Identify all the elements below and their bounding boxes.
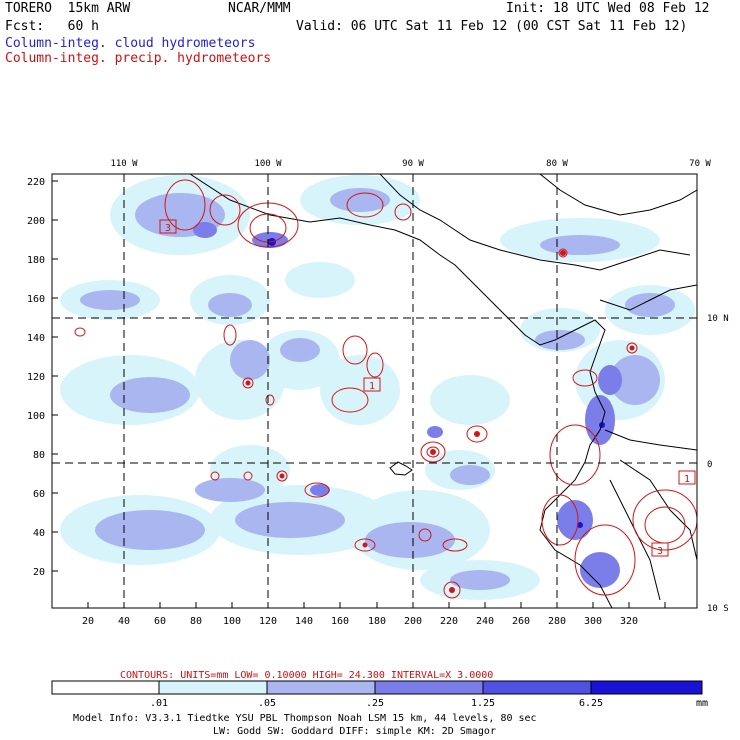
y-tick-label: 160 xyxy=(27,294,45,305)
x-tick-label: 20 xyxy=(82,616,94,627)
x-tick-label: 260 xyxy=(512,616,530,627)
field-precip-label: Column-integ. precip. hydrometeors xyxy=(5,51,272,66)
lon-label: 70 W xyxy=(689,159,711,169)
hydrometeor-field xyxy=(60,175,695,600)
latitude-labels: 10 N 0 10 S xyxy=(707,314,729,614)
physics-info: LW: Godd SW: Goddard DIFF: simple KM: 2D… xyxy=(213,726,496,737)
colorbar-unit: mm xyxy=(696,698,708,709)
colorbar-label: .25 xyxy=(366,698,384,709)
colorbar-bin xyxy=(374,680,484,695)
model-info: Model Info: V3.3.1 Tiedtke YSU PBL Thomp… xyxy=(73,713,537,724)
center-name: NCAR/MMM xyxy=(228,1,291,16)
lon-label: 100 W xyxy=(254,159,282,169)
precip-contours xyxy=(74,179,697,599)
nest-label: 3 xyxy=(657,546,663,557)
colorbar-bin xyxy=(266,680,376,695)
y-tick-label: 140 xyxy=(27,333,45,344)
x-tick-label: 200 xyxy=(404,616,422,627)
y-tick-label: 180 xyxy=(27,255,45,266)
graticule xyxy=(52,174,697,608)
nest-label: 1 xyxy=(369,381,375,392)
coastlines xyxy=(189,174,697,608)
nest-label: 3 xyxy=(165,223,171,234)
y-tick-labels: 20 40 60 80 100 120 140 160 180 200 220 xyxy=(27,177,45,578)
lat-label: 10 N xyxy=(707,314,729,324)
x-tick-labels: 20 40 60 80 100 120 140 160 180 200 220 … xyxy=(82,616,638,627)
x-tick-label: 80 xyxy=(190,616,202,627)
lat-label: 0 xyxy=(707,460,712,470)
lon-label: 90 W xyxy=(402,159,424,169)
colorbar xyxy=(51,680,703,695)
lon-label: 110 W xyxy=(110,159,138,169)
lon-label: 80 W xyxy=(546,159,568,169)
x-tick-label: 240 xyxy=(476,616,494,627)
contour-info: CONTOURS: UNITS=mm LOW= 0.10000 HIGH= 24… xyxy=(120,670,493,681)
init-time: Init: 18 UTC Wed 08 Feb 12 xyxy=(506,1,710,16)
x-tick-label: 120 xyxy=(259,616,277,627)
colorbar-label: 6.25 xyxy=(579,698,603,709)
longitude-labels: 110 W 100 W 90 W 80 W 70 W xyxy=(110,159,711,169)
field-cloud-label: Column-integ. cloud hydrometeors xyxy=(5,36,256,51)
lat-label: 10 S xyxy=(707,604,729,614)
x-tick-label: 160 xyxy=(331,616,349,627)
y-tick-label: 20 xyxy=(33,567,45,578)
colorbar-labels: .01 .05 .25 1.25 6.25 mm xyxy=(150,698,708,709)
x-tick-label: 40 xyxy=(118,616,130,627)
colorbar-bin xyxy=(482,680,592,695)
y-tick-label: 120 xyxy=(27,372,45,383)
model-name: TORERO 15km ARW xyxy=(5,1,131,16)
x-tick-label: 220 xyxy=(440,616,458,627)
colorbar-bin xyxy=(590,680,703,695)
colorbar-label: .05 xyxy=(258,698,276,709)
x-tick-marks xyxy=(52,180,666,608)
y-tick-label: 200 xyxy=(27,216,45,227)
valid-time: Valid: 06 UTC Sat 11 Feb 12 (00 CST Sat … xyxy=(296,19,688,34)
colorbar-label: 1.25 xyxy=(471,698,495,709)
y-tick-label: 80 xyxy=(33,450,45,461)
map-frame xyxy=(51,173,698,609)
nest-label: 1 xyxy=(684,474,690,485)
x-tick-label: 180 xyxy=(368,616,386,627)
y-tick-label: 60 xyxy=(33,489,45,500)
y-tick-label: 220 xyxy=(27,177,45,188)
colorbar-bin xyxy=(51,680,160,695)
x-tick-label: 300 xyxy=(584,616,602,627)
precip-cores xyxy=(245,250,635,593)
x-tick-label: 320 xyxy=(620,616,638,627)
x-tick-label: 60 xyxy=(154,616,166,627)
colorbar-label: .01 xyxy=(150,698,168,709)
y-tick-label: 40 xyxy=(33,528,45,539)
nest-boxes xyxy=(159,219,696,557)
nest-box-labels: 3 1 1 3 xyxy=(165,223,690,557)
x-tick-label: 280 xyxy=(548,616,566,627)
x-tick-label: 100 xyxy=(223,616,241,627)
colorbar-bin xyxy=(158,680,268,695)
y-tick-label: 100 xyxy=(27,411,45,422)
forecast-hour: Fcst: 60 h xyxy=(5,19,99,34)
x-tick-label: 140 xyxy=(295,616,313,627)
